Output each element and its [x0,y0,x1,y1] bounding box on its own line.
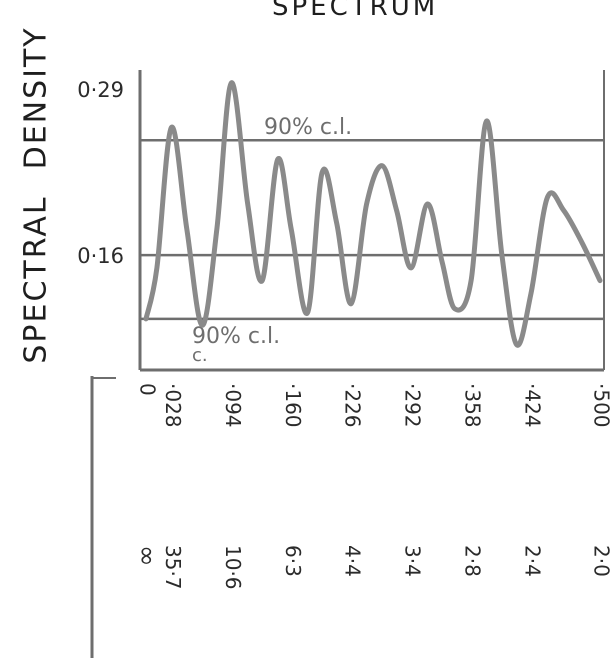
x-tick-label-6: ·358 [461,383,485,428]
lower-cl-label: 90% c.l. [192,324,280,349]
period-label-2: 10·6 [221,545,245,590]
x-tick-label-1: ·028 [161,383,185,428]
upper-cl-label: 90% c.l. [264,115,352,140]
x-tick-label-8: ·500 [590,383,614,428]
x-tick-label-0: 0 [136,383,160,396]
period-label-8: 2·0 [590,545,614,577]
chart-title: SPECTRUM [272,0,439,22]
lower-cl-sublabel: c. [192,345,208,366]
x-tick-label-5: ·292 [401,383,425,428]
period-label-3: 6·3 [281,545,305,577]
period-label-5: 3·4 [401,545,425,577]
period-label-7: 2·4 [520,545,544,577]
x-tick-label-7: ·424 [520,383,544,428]
y-tick-label-0: 0·29 [77,78,124,102]
period-label-1: 35·7 [161,545,185,590]
period-label-6: 2·8 [461,545,485,577]
period-label-4: 4·4 [341,545,365,577]
x-tick-label-3: ·160 [281,383,305,428]
x-tick-label-2: ·094 [221,383,245,428]
spectrum-line [143,80,603,348]
y-tick-label-1: 0·16 [77,244,124,268]
x-tick-label-4: ·226 [341,383,365,428]
period-label-0: ∞ [132,545,162,567]
